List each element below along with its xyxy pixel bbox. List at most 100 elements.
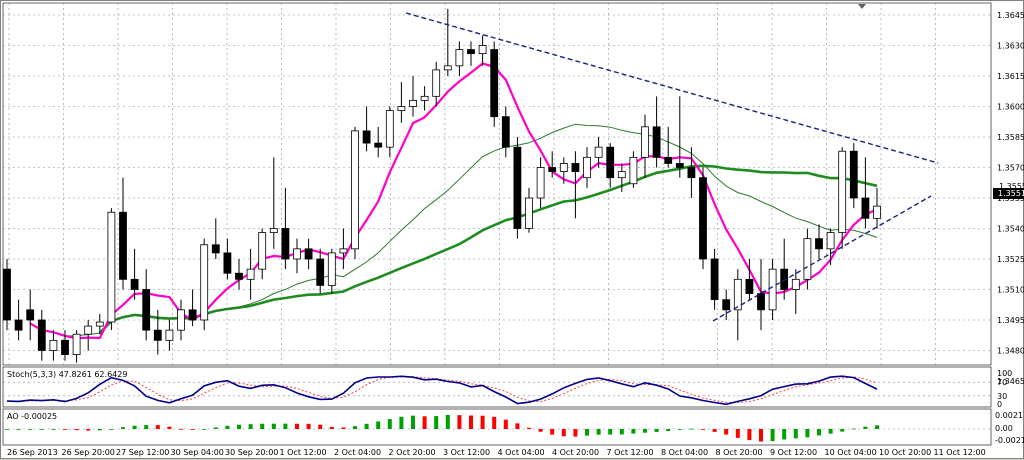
- ao-bar: [399, 416, 404, 429]
- upper-trendline[interactable]: [405, 12, 939, 164]
- candlestick: [362, 106, 371, 152]
- candlestick: [513, 137, 522, 239]
- ao-bar: [538, 429, 543, 432]
- ao-bar: [805, 429, 810, 438]
- ao-histogram: [5, 415, 879, 442]
- price-tick-label: 1.3525: [997, 255, 1024, 264]
- ao-bar: [457, 415, 462, 429]
- ao-bar: [97, 429, 102, 431]
- candlestick: [72, 330, 81, 363]
- time-axis[interactable]: 26 Sep 2013 26 Sep 20:00 27 Sep 12:00 30 Se…: [7, 448, 986, 457]
- candlestick: [455, 41, 464, 76]
- ao-bar: [503, 419, 508, 429]
- main-chart-plot: [3, 8, 939, 363]
- candlestick: [281, 187, 290, 270]
- ao-bar: [237, 424, 241, 429]
- ao-bar: [190, 429, 195, 430]
- ao-bar: [469, 415, 473, 429]
- ao-bar: [318, 424, 323, 429]
- price-tick-label: 1.3510: [997, 286, 1024, 295]
- ao-bar: [121, 427, 125, 429]
- candlestick: [316, 248, 325, 294]
- ao-bar: [573, 429, 578, 437]
- ao-bar: [677, 429, 682, 430]
- stochastic-main-line: [6, 375, 878, 406]
- candlestick: [339, 228, 348, 270]
- price-tick-label: 1.3465: [997, 377, 1024, 386]
- fast-moving-average-line: [29, 62, 878, 340]
- ao-title: AO -0.00025: [7, 412, 57, 421]
- time-tick-label: 9 Oct 12:00: [770, 448, 817, 457]
- ao-bar: [364, 423, 369, 429]
- ao-bar: [86, 429, 91, 431]
- ao-bar: [666, 429, 671, 432]
- candlestick: [26, 289, 35, 341]
- candlestick: [177, 299, 185, 341]
- time-tick-label: 11 Oct 12:00: [934, 448, 986, 457]
- candlestick: [211, 218, 220, 259]
- time-tick-label: 1 Oct 12:00: [280, 448, 327, 457]
- ao-bar: [155, 425, 160, 429]
- ao-bar: [712, 429, 717, 432]
- chart-shift-marker-icon[interactable]: [858, 4, 866, 9]
- candlestick: [478, 35, 487, 66]
- price-tick-label: 1.3615: [997, 72, 1024, 81]
- ao-bar: [167, 426, 172, 429]
- ao-bar: [550, 429, 555, 435]
- ao-bar: [701, 429, 705, 430]
- candlestick: [559, 157, 568, 184]
- stoch-level-0: 0: [997, 400, 1002, 409]
- ao-bar: [28, 429, 33, 430]
- candlestick: [304, 238, 313, 270]
- candlestick: [409, 76, 417, 117]
- time-tick-label: 8 Oct 04:00: [661, 448, 708, 457]
- ao-bar: [109, 429, 114, 430]
- ao-bar: [225, 425, 230, 429]
- candlestick: [687, 147, 696, 198]
- lower-trendline[interactable]: [712, 195, 932, 322]
- ao-bar: [411, 415, 415, 429]
- price-tick-label: 1.3645: [997, 11, 1024, 20]
- candlestick: [849, 143, 858, 209]
- price-tick-label: 1.3570: [997, 164, 1024, 173]
- ao-bar: [619, 429, 624, 435]
- price-tick-label: 1.3585: [997, 133, 1024, 142]
- awesome-oscillator-panel[interactable]: [2, 408, 992, 446]
- price-axis[interactable]: 1.3645 1.3630 1.3615 1.3600 1.3585 1.3570 1.35…: [997, 11, 1024, 386]
- candlestick: [791, 269, 800, 314]
- time-tick-label: 7 Oct 12:00: [607, 448, 654, 457]
- ao-bar: [724, 429, 729, 435]
- ao-bar: [422, 416, 427, 429]
- ao-bar: [179, 428, 183, 430]
- candlestick: [629, 151, 638, 188]
- candlestick: [675, 96, 684, 178]
- candlestick: [153, 309, 162, 355]
- ao-bar: [63, 429, 67, 430]
- ao-bar: [782, 429, 787, 440]
- ao-bar: [271, 423, 276, 429]
- ao-level-zero: 0.00: [995, 424, 1013, 433]
- current-price-box: [993, 188, 1024, 199]
- ao-bar: [631, 429, 636, 434]
- candlestick: [699, 167, 707, 270]
- time-tick-label: 8 Oct 20:00: [716, 448, 763, 457]
- candlestick: [664, 126, 673, 168]
- ao-bar: [341, 427, 346, 429]
- candlestick: [95, 313, 104, 335]
- candlestick: [84, 320, 93, 351]
- ao-bar: [353, 426, 357, 429]
- ao-level-top: 0.0021: [995, 411, 1023, 420]
- ao-bar: [16, 429, 21, 430]
- stochastic-panel[interactable]: [2, 366, 992, 408]
- ao-bar: [561, 429, 566, 437]
- ao-bar: [515, 423, 520, 429]
- ao-bar: [608, 429, 613, 435]
- stochastic-plot: [6, 375, 878, 406]
- ao-level-bottom: -0.0021: [995, 436, 1024, 445]
- candlestick: [397, 82, 406, 123]
- candlestick: [130, 248, 139, 300]
- stoch-level-100: 100: [997, 369, 1012, 378]
- ao-bar: [74, 429, 79, 431]
